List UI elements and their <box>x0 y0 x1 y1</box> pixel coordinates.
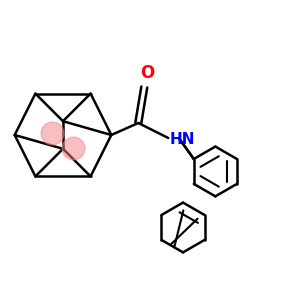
Text: HN: HN <box>170 132 195 147</box>
Circle shape <box>41 122 64 145</box>
Circle shape <box>62 137 85 160</box>
Text: O: O <box>140 64 154 82</box>
